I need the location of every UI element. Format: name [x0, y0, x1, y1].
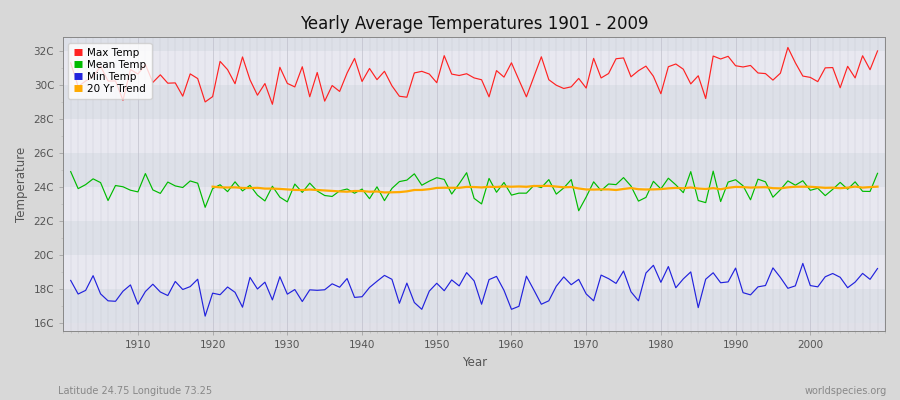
- 20 Yr Trend: [790, 184, 801, 189]
- Max Temp: [297, 64, 308, 69]
- Min Temp: [506, 307, 517, 312]
- Bar: [63, 51, 885, 85]
- Min Temp: [125, 282, 136, 287]
- Min Temp: [872, 266, 883, 271]
- Bar: [63, 17, 885, 51]
- 20 Yr Trend: [207, 184, 218, 189]
- Mean Temp: [499, 180, 509, 185]
- Mean Temp: [573, 208, 584, 213]
- Bar: [63, 221, 885, 255]
- Mean Temp: [334, 188, 345, 193]
- Legend: Max Temp, Mean Temp, Min Temp, 20 Yr Trend: Max Temp, Mean Temp, Min Temp, 20 Yr Tre…: [68, 42, 151, 99]
- Max Temp: [267, 102, 278, 107]
- Min Temp: [66, 278, 77, 283]
- Line: Min Temp: Min Temp: [71, 264, 878, 316]
- Line: Max Temp: Max Temp: [71, 48, 878, 104]
- Max Temp: [342, 71, 353, 76]
- 20 Yr Trend: [379, 190, 390, 195]
- X-axis label: Year: Year: [462, 356, 487, 369]
- 20 Yr Trend: [857, 185, 868, 190]
- Mean Temp: [872, 171, 883, 176]
- Bar: [63, 119, 885, 153]
- Min Temp: [297, 299, 308, 304]
- Min Temp: [603, 276, 614, 281]
- Max Temp: [506, 60, 517, 65]
- Bar: [63, 153, 885, 187]
- Text: worldspecies.org: worldspecies.org: [805, 386, 886, 396]
- 20 Yr Trend: [544, 184, 554, 188]
- Bar: [63, 255, 885, 289]
- Mean Temp: [66, 169, 77, 174]
- Bar: [63, 85, 885, 119]
- Max Temp: [514, 78, 525, 82]
- Line: Mean Temp: Mean Temp: [71, 171, 878, 211]
- Y-axis label: Temperature: Temperature: [15, 147, 28, 222]
- Max Temp: [66, 60, 77, 65]
- 20 Yr Trend: [775, 186, 786, 191]
- Min Temp: [797, 261, 808, 266]
- Mean Temp: [290, 182, 301, 186]
- Mean Temp: [707, 169, 718, 174]
- Min Temp: [514, 304, 525, 309]
- Text: Latitude 24.75 Longitude 73.25: Latitude 24.75 Longitude 73.25: [58, 386, 212, 396]
- Mean Temp: [603, 182, 614, 186]
- 20 Yr Trend: [686, 185, 697, 190]
- Max Temp: [603, 71, 614, 76]
- 20 Yr Trend: [417, 188, 428, 192]
- 20 Yr Trend: [297, 188, 308, 192]
- Mean Temp: [125, 188, 136, 193]
- Max Temp: [125, 67, 136, 72]
- Min Temp: [342, 276, 353, 281]
- Max Temp: [782, 45, 793, 50]
- Max Temp: [872, 48, 883, 53]
- Bar: [63, 187, 885, 221]
- Line: 20 Yr Trend: 20 Yr Trend: [212, 186, 878, 192]
- Min Temp: [200, 314, 211, 318]
- 20 Yr Trend: [872, 184, 883, 189]
- Bar: [63, 289, 885, 323]
- Mean Temp: [506, 193, 517, 198]
- Title: Yearly Average Temperatures 1901 - 2009: Yearly Average Temperatures 1901 - 2009: [300, 15, 648, 33]
